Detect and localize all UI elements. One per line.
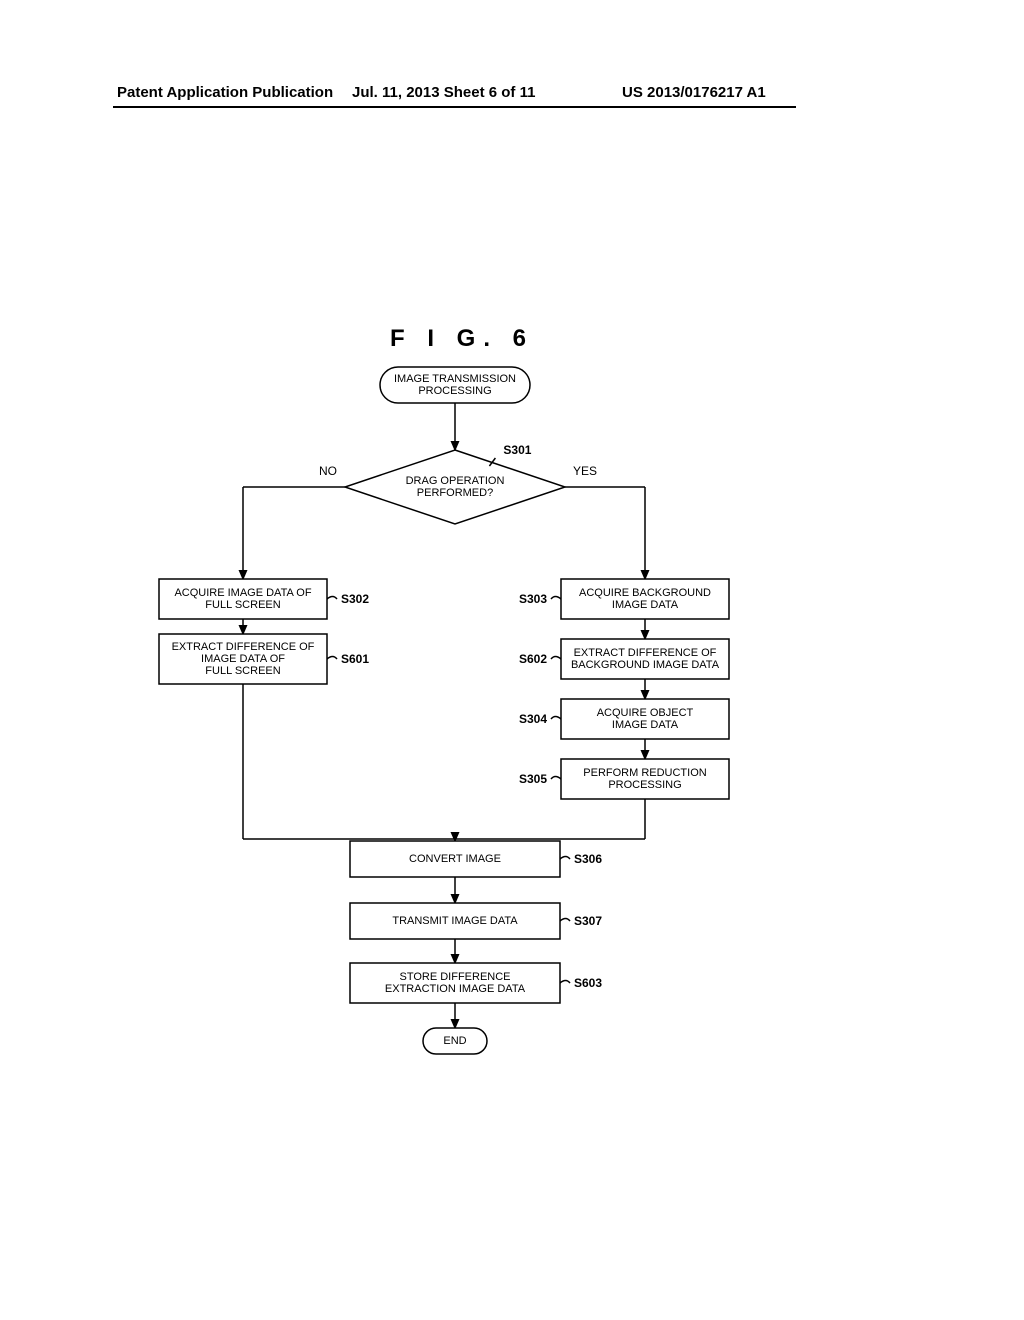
svg-text:S303: S303 — [519, 592, 547, 606]
svg-text:ACQUIRE IMAGE DATA OF: ACQUIRE IMAGE DATA OF — [174, 587, 311, 599]
svg-text:EXTRACT DIFFERENCE OF: EXTRACT DIFFERENCE OF — [172, 641, 315, 653]
svg-text:STORE DIFFERENCE: STORE DIFFERENCE — [399, 971, 510, 983]
svg-text:YES: YES — [573, 464, 597, 478]
svg-text:NO: NO — [319, 464, 337, 478]
svg-text:S305: S305 — [519, 772, 547, 786]
svg-text:S302: S302 — [341, 592, 369, 606]
flowchart: NOYESIMAGE TRANSMISSIONPROCESSINGDRAG OP… — [145, 365, 765, 1085]
svg-text:S601: S601 — [341, 652, 369, 666]
svg-text:EXTRACTION IMAGE DATA: EXTRACTION IMAGE DATA — [385, 983, 526, 995]
svg-text:IMAGE DATA OF: IMAGE DATA OF — [201, 653, 285, 665]
svg-text:S602: S602 — [519, 652, 547, 666]
header-publication: Patent Application Publication — [117, 84, 333, 101]
svg-text:IMAGE DATA: IMAGE DATA — [612, 719, 679, 731]
svg-text:FULL SCREEN: FULL SCREEN — [205, 665, 280, 677]
svg-text:IMAGE DATA: IMAGE DATA — [612, 599, 679, 611]
svg-text:PERFORM REDUCTION: PERFORM REDUCTION — [583, 767, 707, 779]
figure-title: F I G. 6 — [390, 325, 534, 353]
svg-text:S307: S307 — [574, 914, 602, 928]
svg-text:PROCESSING: PROCESSING — [608, 779, 681, 791]
header-date-sheet: Jul. 11, 2013 Sheet 6 of 11 — [352, 84, 535, 101]
svg-text:PROCESSING: PROCESSING — [418, 385, 491, 397]
svg-text:S301: S301 — [503, 443, 531, 457]
svg-text:DRAG OPERATION: DRAG OPERATION — [406, 475, 505, 487]
svg-text:PERFORMED?: PERFORMED? — [417, 487, 493, 499]
svg-text:IMAGE TRANSMISSION: IMAGE TRANSMISSION — [394, 373, 516, 385]
header-divider — [113, 106, 796, 108]
svg-text:CONVERT IMAGE: CONVERT IMAGE — [409, 853, 501, 865]
svg-text:END: END — [443, 1035, 466, 1047]
svg-text:EXTRACT DIFFERENCE OF: EXTRACT DIFFERENCE OF — [574, 647, 717, 659]
svg-text:S306: S306 — [574, 852, 602, 866]
svg-text:S304: S304 — [519, 712, 547, 726]
header-patent-number: US 2013/0176217 A1 — [622, 84, 766, 101]
svg-text:BACKGROUND IMAGE DATA: BACKGROUND IMAGE DATA — [571, 659, 720, 671]
svg-text:ACQUIRE BACKGROUND: ACQUIRE BACKGROUND — [579, 587, 711, 599]
svg-text:TRANSMIT IMAGE DATA: TRANSMIT IMAGE DATA — [392, 915, 518, 927]
svg-text:FULL SCREEN: FULL SCREEN — [205, 599, 280, 611]
svg-text:ACQUIRE OBJECT: ACQUIRE OBJECT — [597, 707, 694, 719]
svg-text:S603: S603 — [574, 976, 602, 990]
